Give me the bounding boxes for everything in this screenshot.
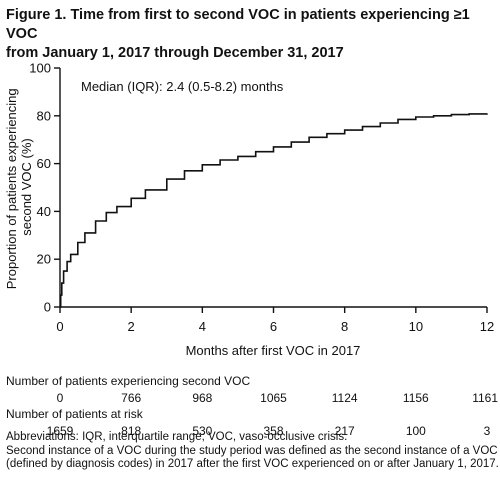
- risk-table-cell: 0: [56, 391, 64, 405]
- cumulative-incidence-line: [59, 113, 488, 308]
- x-tick-label: 12: [480, 319, 494, 334]
- risk-table-cell: 100: [405, 424, 426, 438]
- x-tick-label: 10: [409, 319, 423, 334]
- y-tick-label: 20: [37, 252, 51, 267]
- risk-table-cell: 1161: [472, 391, 498, 405]
- risk-table-cell: 766: [121, 391, 142, 405]
- risk-table-cell: 217: [334, 424, 355, 438]
- x-tick-label: 8: [341, 319, 348, 334]
- x-tick-label: 6: [270, 319, 277, 334]
- chart: 0 20 40 60 80 100 0 2 4 6 8 10 12 Median (IQR): 2.4…: [4, 61, 494, 359]
- risk-table-cell: 358: [263, 424, 284, 438]
- x-tick-label: 2: [128, 319, 135, 334]
- y-tick-label: 0: [44, 300, 51, 315]
- risk-table-cell: 1156: [402, 391, 429, 405]
- x-tick-label: 4: [199, 319, 206, 334]
- y-tick-label: 60: [37, 156, 51, 171]
- risk-table-cell: 818: [121, 424, 142, 438]
- y-axis-label-line-2: second VOC (%): [19, 138, 34, 236]
- footnote-line-2: Second instance of a VOC during the stud…: [6, 444, 498, 457]
- y-tick-label: 80: [37, 108, 51, 123]
- risk-table-cell: 530: [192, 424, 213, 438]
- median-annotation: Median (IQR): 2.4 (0.5-8.2) months: [81, 79, 284, 94]
- second-voc-row-label: Number of patients experiencing second V…: [6, 374, 251, 388]
- y-tick-label: 40: [37, 204, 51, 219]
- y-axis-label-line-1: Proportion of patients experiencing: [4, 88, 19, 289]
- x-ticks: 0 2 4 6 8 10 12: [56, 307, 494, 334]
- risk-table-cell: 1065: [260, 391, 287, 405]
- risk-table-cell: 968: [192, 391, 213, 405]
- figure-title-line-2: from January 1, 2017 through December 31…: [6, 45, 344, 61]
- footnote-line-3: (defined by diagnosis codes) in 2017 aft…: [6, 458, 499, 470]
- risk-table-cell: 1124: [331, 391, 358, 405]
- y-tick-label: 100: [29, 61, 51, 76]
- risk-table-cell: 1659: [46, 424, 74, 438]
- footnotes: Abbreviations: IQR, interquartile range;…: [6, 431, 499, 472]
- figure-title: Figure 1. Time from first to second VOC …: [6, 6, 494, 63]
- x-tick-label: 0: [56, 319, 63, 334]
- figure-title-line-1: Figure 1. Time from first to second VOC …: [6, 7, 470, 42]
- at-risk-row-label: Number of patients at risk: [6, 407, 143, 421]
- y-ticks: 0 20 40 60 80 100: [29, 61, 60, 315]
- footnote-line-1: Abbreviations: IQR, interquartile range;…: [6, 431, 348, 443]
- x-axis-label: Months after first VOC in 2017: [186, 343, 361, 358]
- y-axis-label: Proportion of patients experiencing seco…: [4, 85, 34, 290]
- risk-table-cell: 3: [483, 424, 491, 438]
